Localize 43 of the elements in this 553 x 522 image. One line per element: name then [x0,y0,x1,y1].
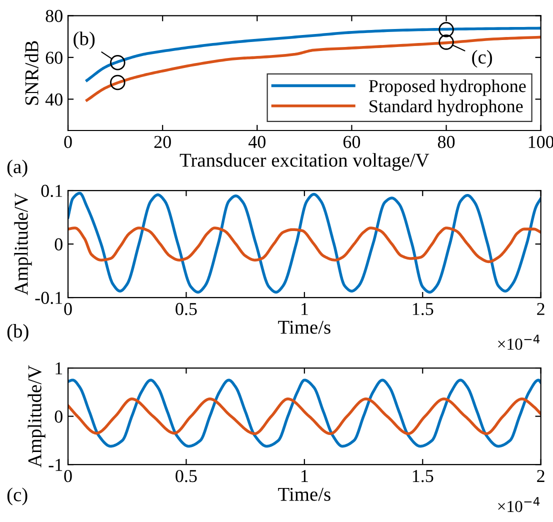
y-axis-title: Amplitude/V [14,192,32,296]
x-tick-label: 60 [343,136,360,148]
point [438,22,454,38]
text: (a) [7,160,28,178]
y-tick-label: 60 [46,52,62,64]
x-tick-label: 0.5 [176,302,197,316]
x-tick-label: 1.5 [412,470,434,482]
point [438,34,454,50]
point [110,55,126,70]
y-tick-label: 40 [45,93,62,106]
x-tick-label: 0 [64,136,72,148]
y-tick-label: 0.1 [41,184,62,198]
text: ×10$^{−4}$ [498,497,540,512]
y-tick-label: -0.1 [35,292,62,304]
y-tick-label: 1 [56,362,62,374]
legend-label: Proposed hydrophone [368,79,526,96]
y-tick-label: 80 [46,10,62,22]
annotation: (c) [472,50,492,68]
legend-label: Standard hydrophone [370,100,523,116]
x-axis-title: Transducer excitation voltage/V [180,153,430,171]
x-tick-label: 20 [154,136,171,148]
x-tick-label: 2 [537,302,544,315]
y-tick-label: 0 [54,238,62,250]
y-axis-title: Amplitude/V [28,365,46,468]
x-tick-label: 80 [438,136,455,148]
annotation: (b) [74,32,95,50]
x-tick-label: 0 [64,302,72,316]
x-axis-title: Time/s [278,488,330,501]
x-tick-label: 40 [248,136,266,148]
x-tick-label: 2 [537,470,544,482]
text: ×10$^{−4}$ [498,334,540,350]
x-tick-label: 1.5 [412,303,434,316]
x-tick-label: 0 [64,470,72,482]
y-tick-label: 0 [54,410,62,423]
x-tick-label: 1 [302,303,308,315]
y-axis-title: SNR/dB [24,41,38,105]
x-tick-label: 0.5 [176,470,197,482]
x-tick-label: 1 [302,470,308,482]
text: (c) [7,488,28,506]
x-axis-title: Time/s [278,320,330,334]
point [110,74,126,90]
y-tick-label: -1 [48,458,62,471]
text: (b) [7,324,28,342]
